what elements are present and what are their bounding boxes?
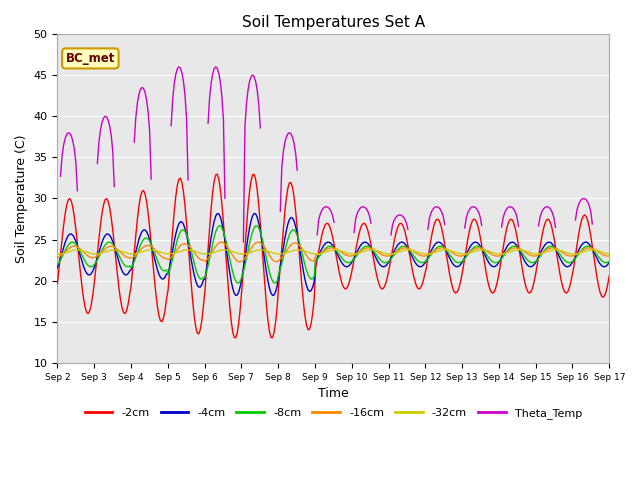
- Text: BC_met: BC_met: [66, 52, 115, 65]
- X-axis label: Time: Time: [318, 387, 349, 400]
- Title: Soil Temperatures Set A: Soil Temperatures Set A: [242, 15, 425, 30]
- Legend: -2cm, -4cm, -8cm, -16cm, -32cm, Theta_Temp: -2cm, -4cm, -8cm, -16cm, -32cm, Theta_Te…: [80, 404, 586, 423]
- Y-axis label: Soil Temperature (C): Soil Temperature (C): [15, 134, 28, 263]
